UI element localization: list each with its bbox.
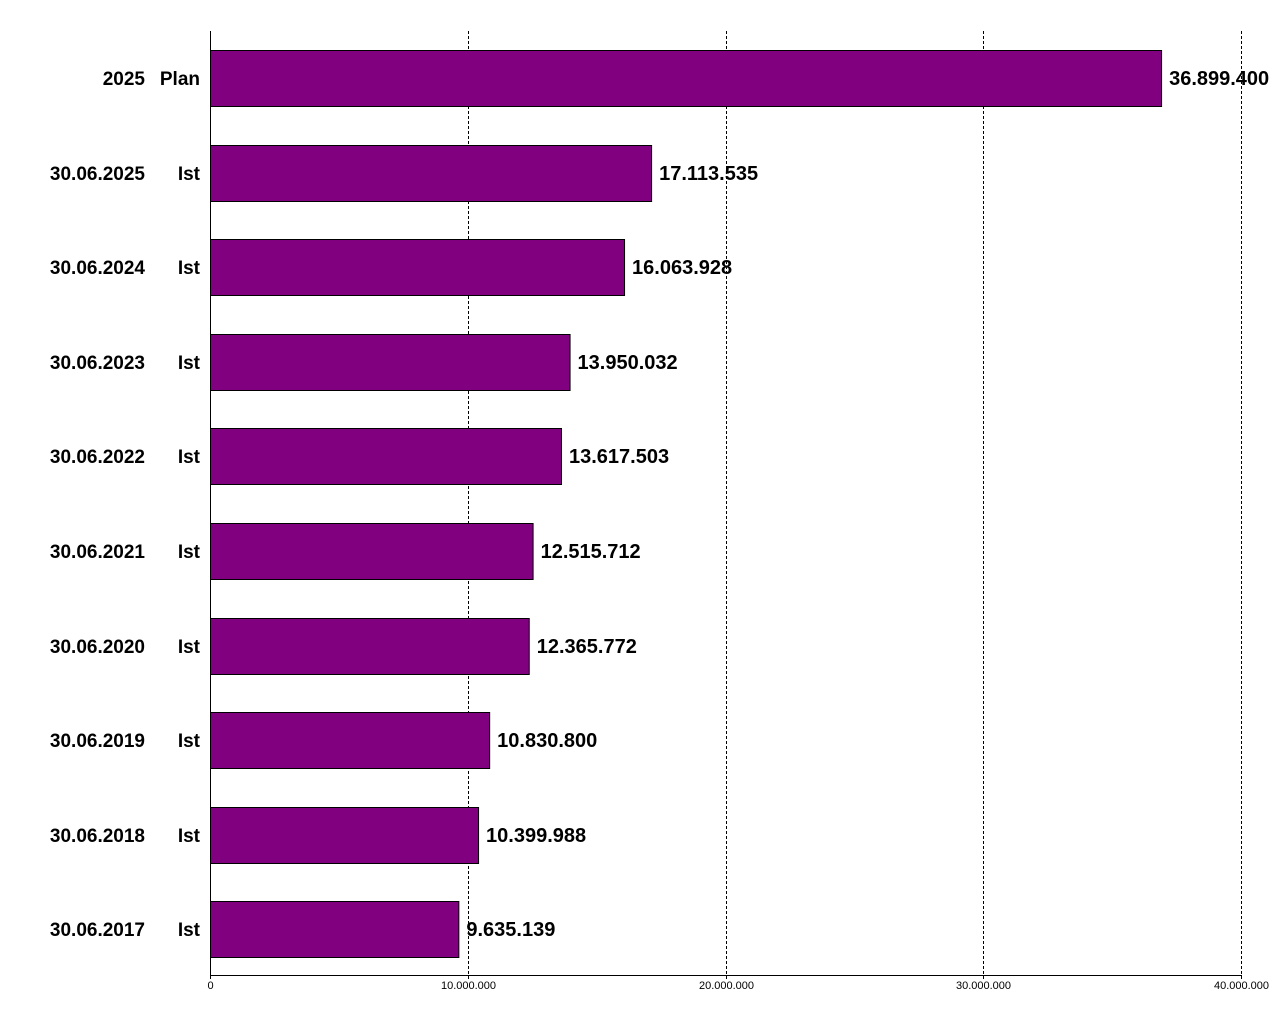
category-date-6: 30.06.2020	[50, 637, 145, 658]
bar-5	[210, 523, 534, 580]
category-kind-1: Ist	[178, 164, 201, 185]
category-date-9: 30.06.2017	[50, 920, 145, 941]
category-kind-0: Plan	[160, 69, 200, 90]
value-label-6: 12.365.772	[537, 636, 637, 658]
label-layer: 36.899.400 2025 Plan 17.113.535 30.06.2025 Is…	[50, 68, 1269, 941]
category-date-0: 2025	[103, 69, 146, 90]
bar-layer	[210, 50, 1163, 958]
bar-8	[210, 807, 480, 864]
x-tick-label-3: 30.000.000	[956, 980, 1011, 992]
bar-0	[210, 50, 1163, 107]
value-label-8: 10.399.988	[486, 825, 586, 847]
category-kind-3: Ist	[178, 353, 201, 374]
category-kind-6: Ist	[178, 637, 201, 658]
category-date-7: 30.06.2019	[50, 731, 145, 752]
x-tick-label-2: 20.000.000	[699, 980, 754, 992]
value-label-0: 36.899.400	[1169, 68, 1269, 90]
bar-1	[210, 145, 653, 202]
value-label-2: 16.063.928	[632, 257, 732, 279]
bar-3	[210, 334, 571, 391]
category-date-5: 30.06.2021	[50, 542, 146, 563]
x-tick-label-0: 0	[207, 980, 213, 992]
axis-layer: 0 10.000.000 20.000.000 30.000.000 40.000.00…	[207, 31, 1269, 992]
bar-9	[210, 901, 460, 958]
value-label-7: 10.830.800	[497, 730, 597, 752]
value-label-1: 17.113.535	[659, 163, 758, 185]
category-date-1: 30.06.2025	[50, 164, 146, 185]
category-kind-9: Ist	[178, 920, 201, 941]
bar-4	[210, 428, 562, 485]
bar-7	[210, 712, 491, 769]
value-label-3: 13.950.032	[578, 352, 678, 374]
x-tick-label-1: 10.000.000	[441, 980, 496, 992]
category-date-4: 30.06.2022	[50, 447, 145, 468]
category-kind-5: Ist	[178, 542, 201, 563]
category-date-2: 30.06.2024	[50, 258, 146, 279]
value-label-4: 13.617.503	[569, 446, 669, 468]
x-tick-label-4: 40.000.000	[1214, 980, 1269, 992]
category-kind-8: Ist	[178, 826, 201, 847]
bar-6	[210, 618, 530, 675]
category-kind-4: Ist	[178, 447, 201, 468]
value-label-5: 12.515.712	[541, 541, 641, 563]
category-date-3: 30.06.2023	[50, 353, 145, 374]
category-kind-2: Ist	[178, 258, 201, 279]
bar-2	[210, 239, 626, 296]
category-kind-7: Ist	[178, 731, 201, 752]
value-label-9: 9.635.139	[466, 919, 555, 941]
category-date-8: 30.06.2018	[50, 826, 145, 847]
